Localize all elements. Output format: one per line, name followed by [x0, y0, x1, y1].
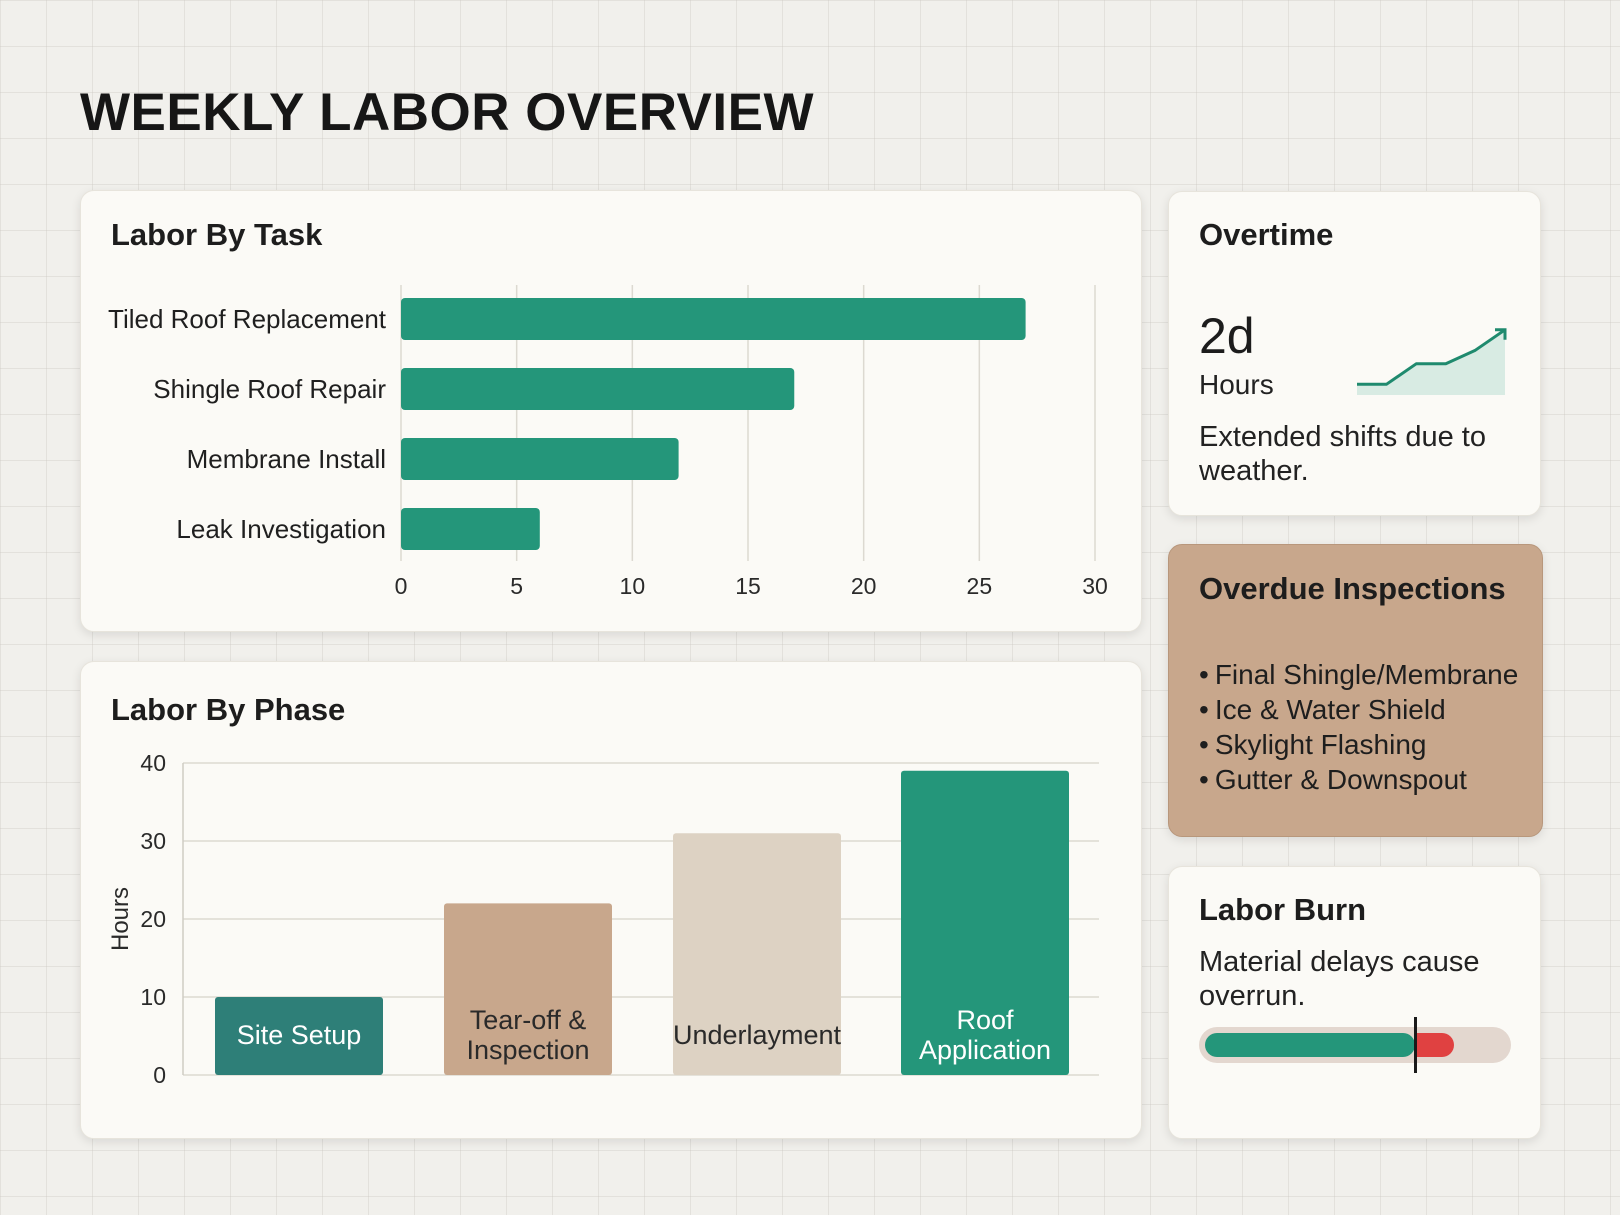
- phase-bar-label: Underlayment: [673, 1020, 842, 1050]
- x-tick-label: 30: [1082, 573, 1108, 599]
- y-tick-label: 0: [153, 1062, 166, 1088]
- labor-burn-progress-fill: [1205, 1033, 1415, 1057]
- phase-bar-label: Site Setup: [237, 1020, 362, 1050]
- y-tick-label: 10: [140, 984, 166, 1010]
- labor-burn-card: Labor Burn Material delays cause overrun…: [1168, 866, 1541, 1139]
- phase-bar: [901, 770, 1069, 1075]
- page-title: WEEKLY LABOR OVERVIEW: [80, 83, 814, 142]
- labor-by-phase-card: Labor By Phase 0 10 20 30 40 Hours Site Setup T…: [80, 661, 1142, 1139]
- phase-bar-label: Tear-off & Inspection: [466, 1005, 589, 1065]
- x-tick-label: 0: [395, 573, 408, 599]
- overdue-item: Gutter & Downspout: [1199, 762, 1518, 797]
- task-bar: [401, 508, 540, 550]
- overtime-area: [1357, 329, 1505, 395]
- y-tick-label: 40: [140, 750, 166, 776]
- overdue-item: Skylight Flashing: [1199, 727, 1518, 762]
- task-bar: [401, 298, 1026, 340]
- x-tick-label: 5: [510, 573, 523, 599]
- task-category-label: Tiled Roof Replacement: [108, 304, 387, 334]
- task-category-label: Leak Investigation: [176, 514, 386, 544]
- overdue-inspections-title: Overdue Inspections: [1199, 571, 1506, 606]
- phase-bar: [215, 997, 383, 1075]
- overdue-item: Ice & Water Shield: [1199, 692, 1518, 727]
- task-bar: [401, 368, 795, 410]
- y-tick-label: 20: [140, 906, 166, 932]
- phase-bar-label: Roof Application: [919, 1005, 1051, 1065]
- labor-by-task-chart: 0 5 10 15 20 25 30 Tiled Roof Replacement Shingl…: [108, 285, 1108, 599]
- overtime-title: Overtime: [1199, 217, 1334, 252]
- overtime-value: 2d: [1199, 308, 1255, 364]
- overdue-inspections-list: Final Shingle/Membrane Ice & Water Shiel…: [1199, 657, 1519, 797]
- labor-by-phase-chart: 0 10 20 30 40 Hours Site Setup Tear-off & Inspec…: [107, 750, 1099, 1088]
- x-tick-label: 10: [620, 573, 646, 599]
- overtime-arrowhead: [1495, 328, 1507, 340]
- overtime-unit: Hours: [1199, 369, 1274, 400]
- overtime-card: Overtime 2d Hours Extended shifts due to…: [1168, 191, 1541, 516]
- overtime-sparkline: [1357, 328, 1507, 395]
- labor-burn-progress-track: [1199, 1017, 1511, 1073]
- labor-by-phase-title: Labor By Phase: [111, 692, 346, 727]
- labor-by-task-card: Labor By Task 0 5 10 15 20 25 30 Tiled Roof Rep…: [80, 190, 1142, 632]
- task-category-label: Shingle Roof Repair: [153, 374, 386, 404]
- x-tick-label: 25: [967, 573, 993, 599]
- labor-burn-budget-marker: [1414, 1017, 1417, 1073]
- overtime-note: Extended shifts due to weather.: [1199, 421, 1486, 487]
- phase-bar: [673, 833, 841, 1075]
- labor-burn-note: Material delays cause overrun.: [1199, 946, 1480, 1012]
- overtime-line: [1357, 328, 1506, 386]
- labor-burn-title: Labor Burn: [1199, 892, 1367, 927]
- y-tick-label: 30: [140, 828, 166, 854]
- labor-by-task-title: Labor By Task: [111, 217, 323, 252]
- phase-bar: [444, 903, 612, 1075]
- task-category-label: Membrane Install: [187, 444, 386, 474]
- task-bar: [401, 438, 679, 480]
- x-tick-label: 15: [735, 573, 761, 599]
- overdue-inspections-card: Overdue Inspections Final Shingle/Membra…: [1168, 544, 1543, 837]
- x-tick-label: 20: [851, 573, 877, 599]
- labor-burn-overrun-fill: [1415, 1033, 1454, 1057]
- overdue-item: Final Shingle/Membrane: [1199, 657, 1519, 692]
- y-axis-title: Hours: [107, 887, 134, 951]
